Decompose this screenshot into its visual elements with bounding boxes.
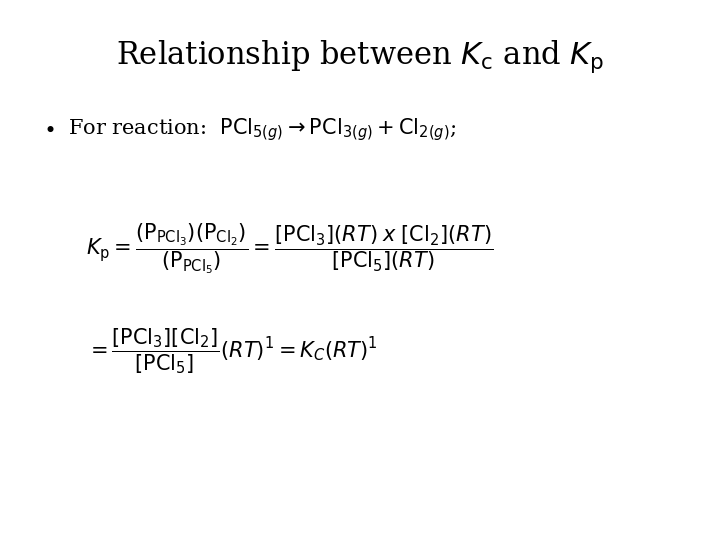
Text: $\bullet$: $\bullet$ xyxy=(43,120,55,139)
Text: Relationship between $K_\mathrm{c}$ and $K_\mathrm{p}$: Relationship between $K_\mathrm{c}$ and … xyxy=(116,38,604,75)
Text: $= \dfrac{[\mathrm{PCl_3}][\mathrm{Cl_2}]}{[\mathrm{PCl_5}]}(RT)^1 = K_C(RT)^1$: $= \dfrac{[\mathrm{PCl_3}][\mathrm{Cl_2}… xyxy=(86,326,378,376)
Text: $K_\mathrm{p} = \dfrac{(\mathrm{P}_{\mathrm{PCl_3}})(\mathrm{P}_{\mathrm{Cl_2}}): $K_\mathrm{p} = \dfrac{(\mathrm{P}_{\mat… xyxy=(86,221,493,276)
Text: For reaction:  $\mathrm{PCl}_{5(g)} \rightarrow \mathrm{PCl}_{3(g)} + \mathrm{Cl: For reaction: $\mathrm{PCl}_{5(g)} \righ… xyxy=(68,116,456,143)
